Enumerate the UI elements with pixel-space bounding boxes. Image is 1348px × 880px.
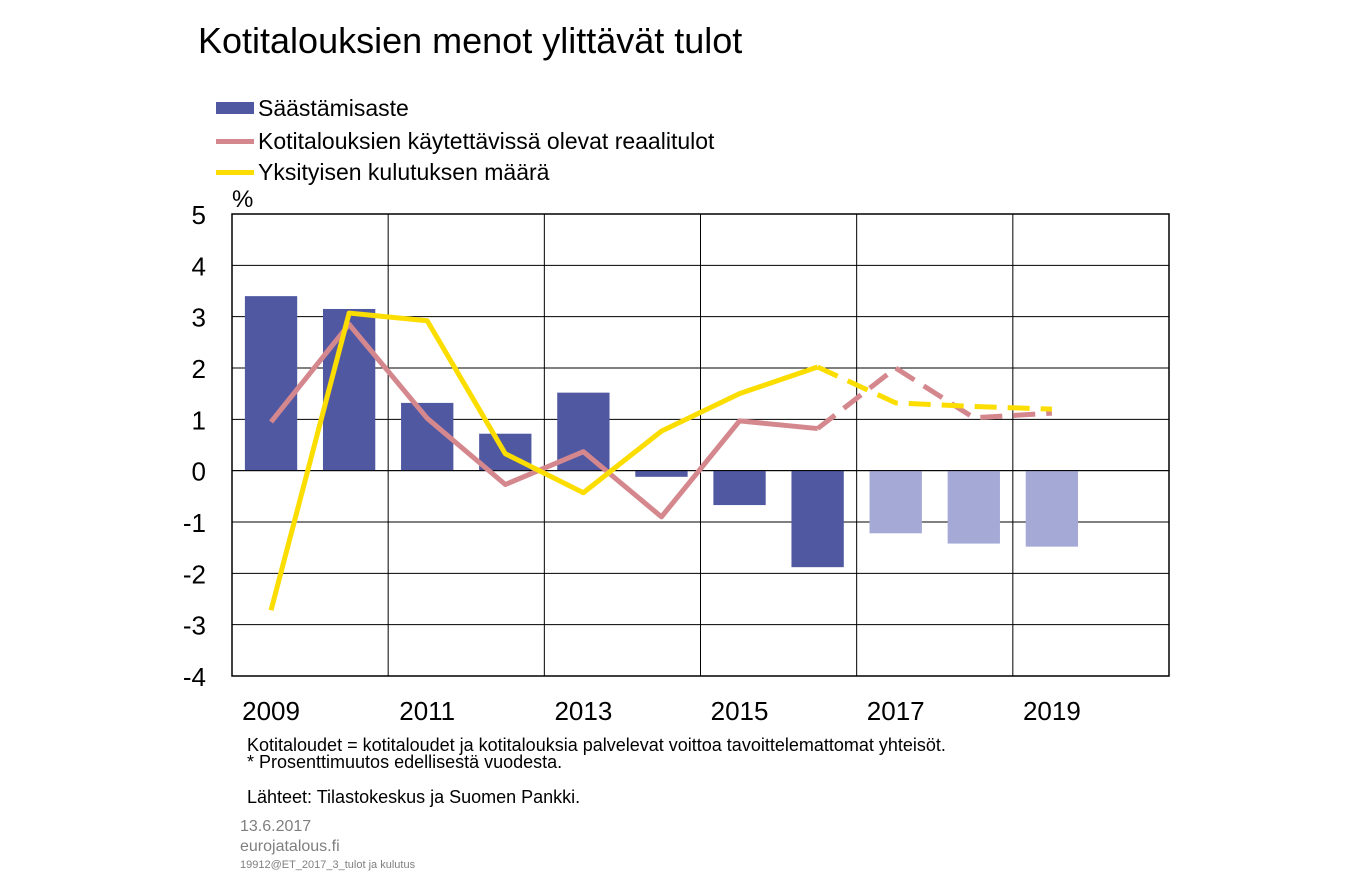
y-tick-label: -2 bbox=[183, 559, 206, 589]
footer-site: eurojatalous.fi bbox=[240, 838, 340, 855]
line-private-consumption-dashed bbox=[816, 364, 1052, 412]
legend-label-real-income: Kotitalouksien käytettävissä olevat reaa… bbox=[258, 127, 715, 154]
y-tick-label: -4 bbox=[183, 662, 206, 692]
plot-border bbox=[231, 213, 1170, 677]
line-private-consumption-solid bbox=[268, 310, 819, 611]
note-asterisk: * Prosenttimuutos edellisestä vuodesta. bbox=[247, 752, 563, 772]
y-tick-label: -3 bbox=[183, 611, 206, 641]
x-tick-label: 2011 bbox=[399, 696, 455, 726]
chart-title: Kotitalouksien menot ylittävät tulot bbox=[198, 20, 743, 61]
x-tick-label: 2013 bbox=[554, 696, 612, 726]
legend-item-private-consumption: Yksityisen kulutuksen määrä bbox=[216, 157, 549, 187]
bar-savings-rate bbox=[947, 470, 1000, 544]
bar-savings-rate bbox=[869, 470, 922, 534]
bar-savings-rate bbox=[244, 296, 298, 471]
legend-item-real-income: Kotitalouksien käytettävissä olevat reaa… bbox=[216, 126, 714, 156]
y-tick-label: 5 bbox=[192, 200, 206, 230]
footer-code: 19912@ET_2017_3_tulot ja kulutus bbox=[240, 859, 416, 871]
note-sources: Lähteet: Tilastokeskus ja Suomen Pankki. bbox=[247, 787, 581, 807]
legend-item-savings-rate: Säästämisaste bbox=[216, 93, 409, 123]
legend-swatch-private-consumption bbox=[216, 169, 254, 175]
legend-swatch-real-income bbox=[216, 138, 254, 144]
y-tick-label: 3 bbox=[192, 303, 206, 333]
bar-savings-rate bbox=[322, 308, 376, 471]
line-real-income-dashed bbox=[816, 365, 1053, 431]
x-tick-label: 2015 bbox=[711, 696, 769, 726]
legend-label-savings-rate: Säästämisaste bbox=[258, 94, 409, 121]
legend-swatch-savings-rate bbox=[216, 102, 254, 114]
bar-savings-rate bbox=[713, 470, 766, 506]
note-definition: Kotitaloudet = kotitaloudet ja kotitalou… bbox=[247, 735, 946, 755]
x-tick-label: 2019 bbox=[1023, 696, 1081, 726]
x-tick-label: 2017 bbox=[867, 696, 925, 726]
footer-date: 13.6.2017 bbox=[240, 818, 312, 835]
x-tick-label: 2009 bbox=[242, 696, 300, 726]
y-tick-label: 2 bbox=[192, 354, 206, 384]
y-tick-label: 0 bbox=[192, 457, 206, 487]
y-tick-label: -1 bbox=[183, 508, 206, 538]
bar-savings-rate bbox=[791, 470, 844, 568]
bar-savings-rate bbox=[635, 470, 688, 477]
y-tick-label: 4 bbox=[192, 251, 206, 281]
y-tick-label: 1 bbox=[192, 405, 206, 435]
y-axis-unit-label: % bbox=[232, 186, 254, 213]
legend-label-private-consumption: Yksityisen kulutuksen määrä bbox=[258, 158, 550, 185]
bar-savings-rate bbox=[401, 402, 454, 471]
line-real-income-solid bbox=[269, 321, 818, 520]
bar-savings-rate bbox=[1025, 470, 1079, 547]
